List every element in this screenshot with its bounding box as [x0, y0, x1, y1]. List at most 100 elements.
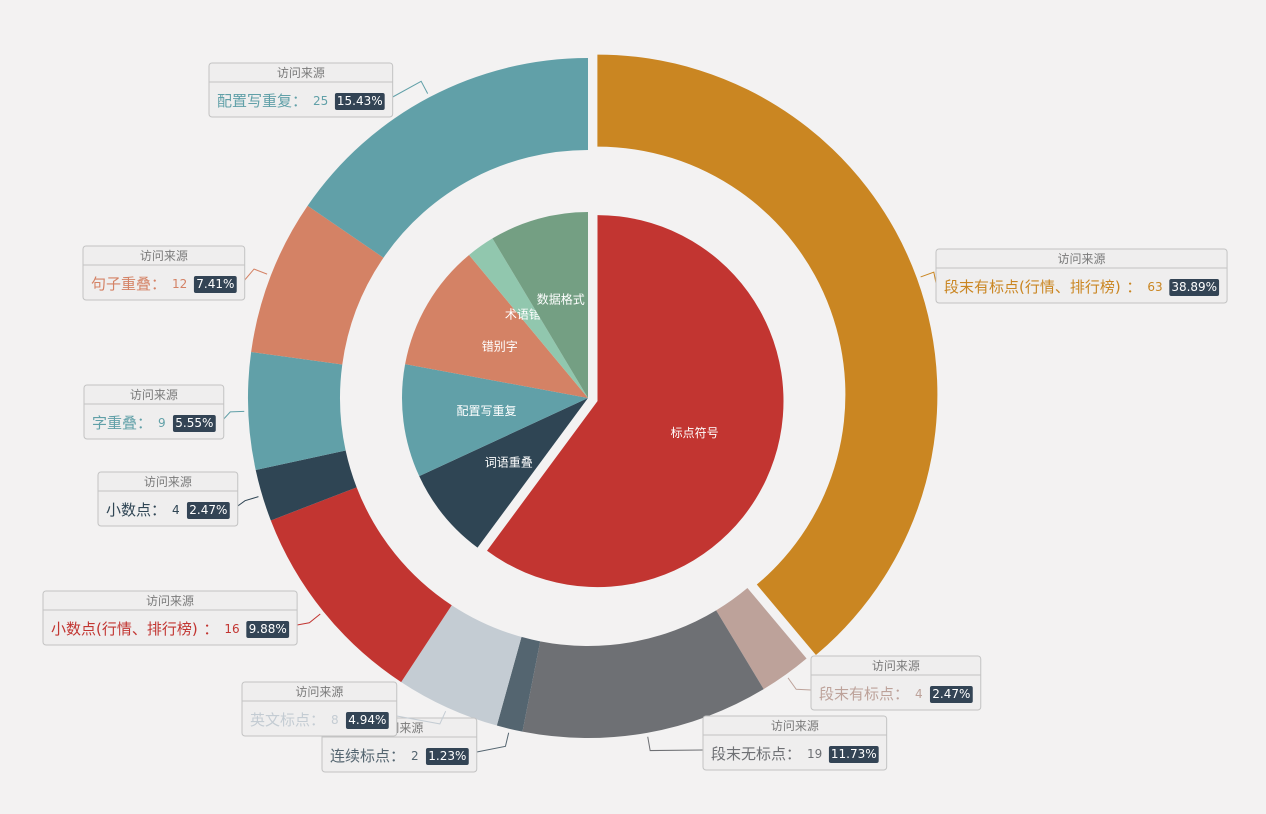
outer-slice[interactable]: [716, 587, 807, 690]
label-separator: ：: [786, 745, 801, 763]
label-box: [42, 590, 298, 646]
label-value: 2: [411, 749, 419, 763]
leader-line: [396, 710, 447, 725]
label-separator: ：: [310, 711, 325, 729]
label-percent: 38.89%: [1171, 280, 1217, 294]
label-title: 访问来源: [144, 475, 192, 489]
label-percent: 15.43%: [337, 94, 383, 108]
inner-slice[interactable]: [405, 255, 588, 398]
outer-slice[interactable]: [597, 54, 938, 656]
label-name: 段末有标点: [819, 685, 894, 703]
percent-badge: [186, 502, 230, 519]
label-separator: ：: [1126, 278, 1141, 296]
outer-slice[interactable]: [307, 58, 588, 258]
leader-line: [223, 410, 245, 420]
label-name: 英文标点: [250, 711, 310, 729]
label-separator: ：: [390, 747, 405, 765]
outer-slice[interactable]: [248, 351, 346, 470]
leader-line: [920, 271, 937, 284]
label-percent: 1.23%: [428, 749, 466, 763]
label-name: 段末无标点: [711, 745, 786, 763]
label-name: 配置写重复: [217, 92, 292, 110]
percent-badge: [929, 686, 973, 703]
label-name: 小数点: [106, 501, 151, 519]
percent-badge: [1169, 279, 1220, 296]
leader-line: [237, 496, 259, 507]
inner-slice[interactable]: [487, 215, 784, 588]
label-value: 4: [172, 503, 180, 517]
label-separator: ：: [151, 501, 166, 519]
label-separator: ：: [151, 275, 166, 293]
percent-badge: [425, 748, 469, 765]
label-separator: ：: [137, 414, 152, 432]
label-percent: 2.47%: [932, 687, 970, 701]
leader-line: [787, 677, 812, 691]
label-percent: 11.73%: [831, 747, 877, 761]
inner-slice[interactable]: [469, 238, 588, 398]
leader-line: [297, 613, 321, 626]
inner-slice-label: 标点符号: [671, 425, 719, 440]
inner-slice[interactable]: [492, 212, 588, 398]
inner-slice-label: 词语重叠: [485, 456, 533, 470]
label-value: 9: [158, 416, 166, 430]
label-percent: 2.47%: [189, 503, 227, 517]
percent-badge: [172, 415, 216, 432]
label-percent: 7.41%: [196, 277, 234, 291]
leader-line: [476, 732, 510, 753]
label-percent: 9.88%: [249, 622, 287, 636]
percent-badge: [193, 276, 237, 293]
label-title: 访问来源: [277, 66, 325, 80]
leader-line: [244, 268, 268, 281]
label-separator: ：: [203, 620, 218, 638]
label-value: 25: [313, 94, 328, 108]
label-name: 段末有标点(行情、排行榜): [944, 278, 1121, 296]
label-name: 句子重叠: [91, 275, 151, 293]
label-percent: 4.94%: [348, 713, 386, 727]
label-value: 8: [331, 713, 339, 727]
percent-badge: [334, 93, 385, 110]
label-separator: ：: [292, 92, 307, 110]
label-value: 12: [172, 277, 187, 291]
label-value: 19: [807, 747, 822, 761]
outer-ring: [248, 54, 938, 738]
label-title: 访问来源: [771, 719, 819, 733]
outer-slice[interactable]: [522, 610, 764, 738]
inner-slice-label: 错别字: [482, 338, 518, 353]
label-title: 访问来源: [146, 594, 194, 608]
inner-slice-label: 数据格式: [537, 291, 585, 306]
label-percent: 5.55%: [175, 416, 213, 430]
label-value: 16: [224, 622, 239, 636]
inner-slice[interactable]: [419, 398, 588, 548]
inner-slice[interactable]: [402, 364, 588, 477]
leader-line: [647, 736, 704, 752]
label-separator: ：: [894, 685, 909, 703]
outer-slice[interactable]: [401, 605, 522, 726]
label-title: 访问来源: [130, 388, 178, 402]
inner-slice-label: 配置写重复: [456, 404, 516, 418]
outer-slice[interactable]: [255, 450, 357, 521]
label-name: 小数点(行情、排行榜): [51, 620, 198, 638]
label-title: 访问来源: [1058, 252, 1106, 266]
label-name: 字重叠: [92, 414, 137, 432]
outer-slice[interactable]: [496, 636, 541, 732]
leader-line: [392, 80, 429, 98]
label-title: 访问来源: [872, 659, 920, 673]
outer-slice[interactable]: [251, 205, 384, 365]
label-title: 访问来源: [140, 249, 188, 263]
label-box: [935, 248, 1228, 304]
percent-badge: [246, 621, 290, 638]
outer-slice[interactable]: [270, 487, 452, 683]
label-name: 连续标点: [330, 747, 390, 765]
